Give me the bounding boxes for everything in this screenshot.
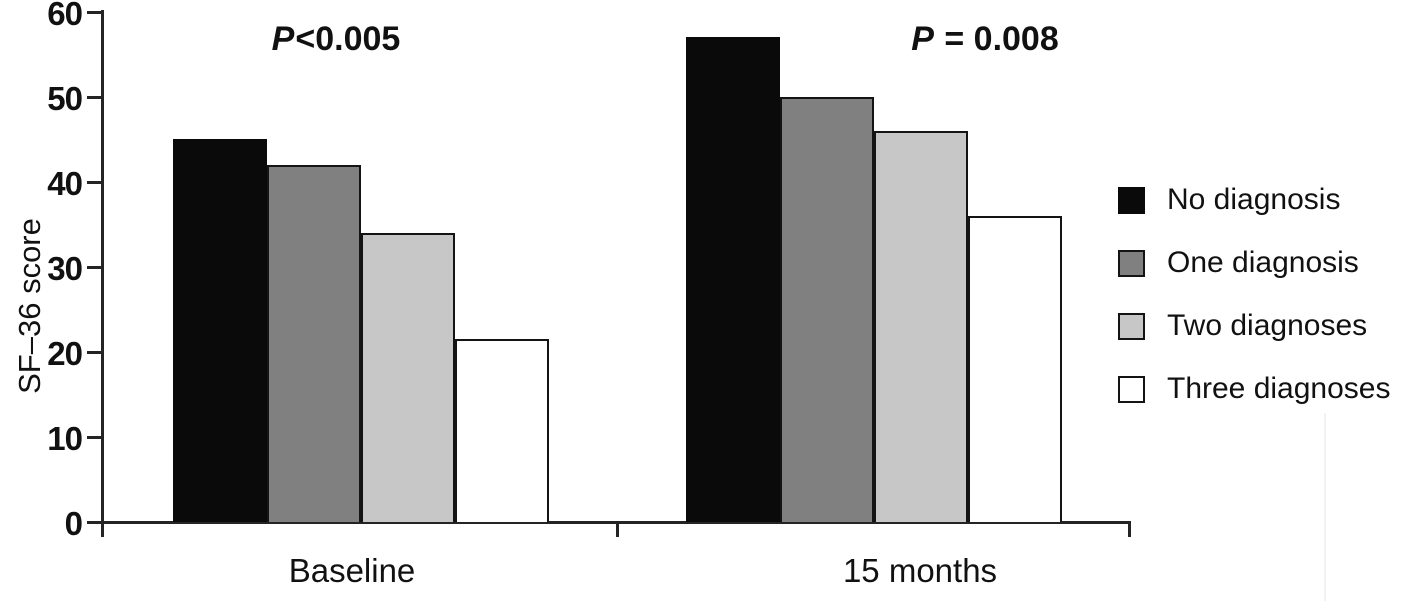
bar-one-diagnosis-baseline xyxy=(266,165,361,522)
x-axis-tick-left xyxy=(101,521,104,537)
y-tick-mark-20 xyxy=(87,351,103,354)
category-label-15-months: 15 months xyxy=(842,552,998,589)
x-axis-line xyxy=(100,521,1131,524)
y-axis-line xyxy=(101,10,104,537)
legend-item-three-diagnoses: Three diagnoses xyxy=(1118,372,1390,406)
bar-group-15-months xyxy=(618,12,1130,522)
x-axis-tick-middle xyxy=(616,521,619,537)
bar-no-diagnosis-15-months xyxy=(686,37,780,522)
scan-artifact-line xyxy=(1324,413,1326,601)
y-tick-label-10: 10 xyxy=(47,420,83,457)
y-tick-label-20: 20 xyxy=(47,335,83,372)
legend-label: Two diagnoses xyxy=(1167,309,1368,342)
y-tick-mark-30 xyxy=(87,266,103,269)
x-axis-tick-right xyxy=(1128,521,1131,537)
legend-swatch-icon xyxy=(1118,375,1145,403)
bar-two-diagnoses-baseline xyxy=(360,233,455,522)
y-tick-label-30: 30 xyxy=(47,250,83,287)
legend-item-one-diagnosis: One diagnosis xyxy=(1118,246,1390,280)
bar-group-baseline xyxy=(103,12,618,522)
legend-swatch-icon xyxy=(1118,312,1145,340)
legend-item-no-diagnosis: No diagnosis xyxy=(1118,183,1390,217)
legend-swatch-icon xyxy=(1118,186,1145,214)
y-tick-mark-0 xyxy=(87,521,103,524)
bar-two-diagnoses-15-months xyxy=(874,131,968,522)
category-label-baseline: Baseline xyxy=(288,552,416,589)
y-tick-label-50: 50 xyxy=(47,80,83,117)
p-annotation-15-months: P = 0.008 xyxy=(911,20,1059,58)
bar-one-diagnosis-15-months xyxy=(780,97,874,522)
bar-three-diagnoses-15-months xyxy=(968,216,1062,522)
legend-label: One diagnosis xyxy=(1167,246,1359,279)
legend-label: No diagnosis xyxy=(1167,183,1341,216)
legend-swatch-icon xyxy=(1118,249,1145,277)
y-tick-label-60: 60 xyxy=(47,0,83,32)
bar-three-diagnoses-baseline xyxy=(454,339,549,522)
legend: No diagnosis One diagnosis Two diagnoses Th… xyxy=(1118,183,1390,406)
y-tick-mark-50 xyxy=(87,96,103,99)
y-tick-mark-10 xyxy=(87,436,103,439)
legend-label: Three diagnoses xyxy=(1167,372,1391,405)
y-tick-mark-60 xyxy=(87,11,103,14)
p-annotation-baseline: P<0.005 xyxy=(271,20,401,58)
legend-item-two-diagnoses: Two diagnoses xyxy=(1118,309,1390,343)
y-tick-label-40: 40 xyxy=(47,165,83,202)
bar-no-diagnosis-baseline xyxy=(172,139,267,522)
y-tick-mark-40 xyxy=(87,181,103,184)
y-tick-label-0: 0 xyxy=(64,505,83,542)
